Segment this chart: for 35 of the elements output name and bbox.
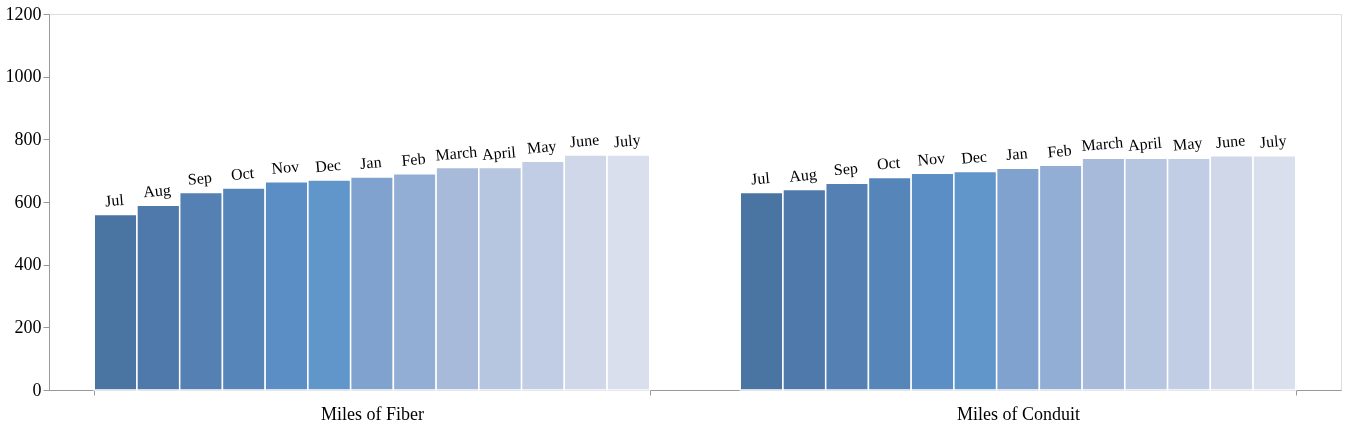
- text: May: [526, 137, 558, 157]
- text: July: [1259, 131, 1288, 151]
- x-tick-label: Miles of Fiber: [321, 403, 424, 424]
- series-label: Jan: [359, 153, 383, 172]
- text: April: [1127, 133, 1163, 154]
- text: Feb: [1046, 141, 1073, 161]
- y-tick-label: 1000: [5, 66, 42, 87]
- x-tick-label: Miles of Conduit: [956, 403, 1081, 424]
- text: Jan: [1005, 144, 1029, 164]
- series-label: Feb: [400, 149, 427, 169]
- y-tick-label: 0: [32, 379, 42, 400]
- text: June: [1215, 131, 1246, 151]
- y-tick-label: 1200: [5, 3, 42, 24]
- y-tick-label: 200: [14, 316, 42, 337]
- series-label: May: [1172, 133, 1204, 155]
- y-tick-label: 600: [14, 191, 42, 212]
- y-tick-label: 400: [14, 254, 42, 275]
- text: Oct: [876, 153, 901, 173]
- text: Aug: [788, 165, 818, 185]
- text: Nov: [916, 149, 946, 169]
- text: Jul: [750, 168, 771, 188]
- series-label: June: [569, 130, 600, 151]
- series-label: Dec: [314, 156, 342, 176]
- series-label: Jul: [104, 190, 125, 210]
- series-label: Sep: [833, 159, 859, 180]
- series-label: July: [613, 130, 642, 152]
- text: March: [1080, 133, 1124, 154]
- series-label: April: [481, 143, 518, 165]
- series-label: March: [434, 142, 478, 164]
- series-label: Nov: [270, 157, 300, 177]
- series-label: Oct: [230, 163, 256, 183]
- series-label: Aug: [142, 181, 172, 202]
- text: Sep: [187, 168, 213, 188]
- text: Dec: [960, 147, 988, 167]
- y-tick-label: 800: [14, 128, 42, 149]
